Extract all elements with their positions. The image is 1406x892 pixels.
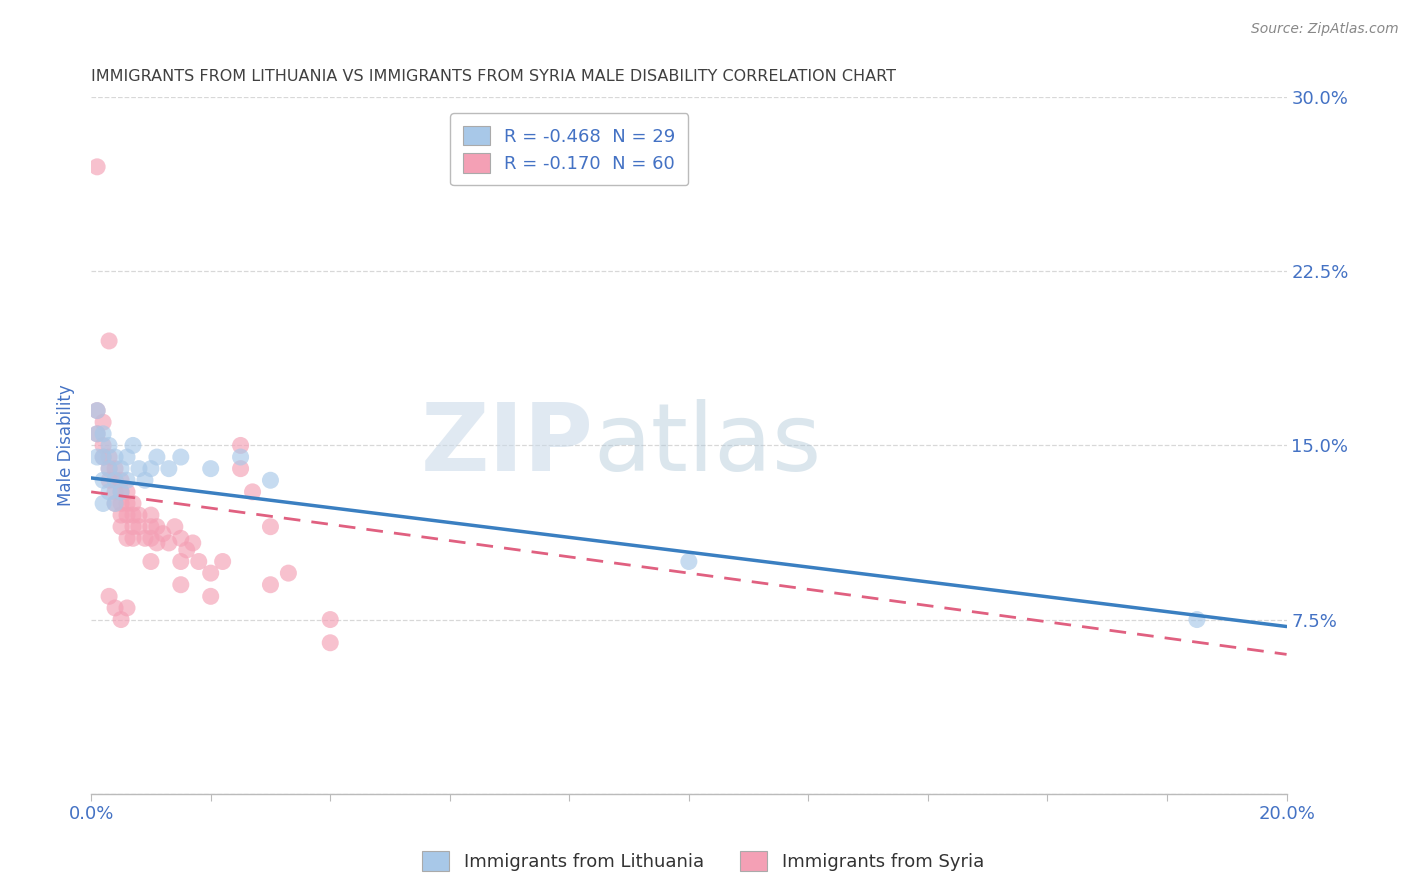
Point xyxy=(98,590,121,604)
Point xyxy=(229,461,252,475)
Point xyxy=(139,508,162,522)
Point xyxy=(110,484,132,499)
Point xyxy=(115,450,138,464)
Point xyxy=(200,566,222,581)
Point xyxy=(115,531,138,545)
Point xyxy=(229,450,252,464)
Point xyxy=(139,519,162,533)
Point xyxy=(91,473,114,487)
Point xyxy=(110,484,132,499)
Point xyxy=(104,601,127,615)
Point xyxy=(187,554,209,568)
Point xyxy=(259,578,281,592)
Point xyxy=(200,590,222,604)
Point xyxy=(86,160,108,174)
Point xyxy=(110,461,132,475)
Point xyxy=(98,450,121,464)
Point xyxy=(128,508,150,522)
Point xyxy=(104,496,127,510)
Text: IMMIGRANTS FROM LITHUANIA VS IMMIGRANTS FROM SYRIA MALE DISABILITY CORRELATION C: IMMIGRANTS FROM LITHUANIA VS IMMIGRANTS … xyxy=(91,69,896,84)
Point xyxy=(146,519,169,533)
Legend: Immigrants from Lithuania, Immigrants from Syria: Immigrants from Lithuania, Immigrants fr… xyxy=(415,844,991,879)
Text: atlas: atlas xyxy=(593,400,821,491)
Legend: R = -0.468  N = 29, R = -0.170  N = 60: R = -0.468 N = 29, R = -0.170 N = 60 xyxy=(450,113,689,186)
Point xyxy=(170,554,193,568)
Point xyxy=(104,484,127,499)
Point xyxy=(146,450,169,464)
Point xyxy=(163,519,186,533)
Point xyxy=(115,508,138,522)
Point xyxy=(259,519,281,533)
Point xyxy=(86,450,108,464)
Point xyxy=(104,496,127,510)
Point xyxy=(91,438,114,452)
Point xyxy=(86,426,108,441)
Point xyxy=(122,531,145,545)
Point xyxy=(157,536,180,550)
Text: ZIP: ZIP xyxy=(420,400,593,491)
Point xyxy=(104,473,127,487)
Point xyxy=(181,536,204,550)
Point xyxy=(98,473,121,487)
Point xyxy=(139,531,162,545)
Point xyxy=(98,484,121,499)
Point xyxy=(678,554,700,568)
Point xyxy=(319,636,342,650)
Point xyxy=(122,438,145,452)
Point xyxy=(104,450,127,464)
Point xyxy=(134,473,156,487)
Text: Source: ZipAtlas.com: Source: ZipAtlas.com xyxy=(1251,22,1399,37)
Point xyxy=(86,403,108,417)
Point xyxy=(115,601,138,615)
Point xyxy=(86,403,108,417)
Point xyxy=(104,473,127,487)
Point xyxy=(115,473,138,487)
Point xyxy=(242,484,264,499)
Point xyxy=(115,496,138,510)
Point xyxy=(152,526,174,541)
Point xyxy=(277,566,299,581)
Point xyxy=(110,519,132,533)
Point xyxy=(122,519,145,533)
Point xyxy=(98,438,121,452)
Point xyxy=(122,508,145,522)
Point xyxy=(104,461,127,475)
Point xyxy=(110,473,132,487)
Point xyxy=(98,461,121,475)
Point xyxy=(229,438,252,452)
Point xyxy=(200,461,222,475)
Point xyxy=(98,334,121,348)
Point xyxy=(98,461,121,475)
Y-axis label: Male Disability: Male Disability xyxy=(58,384,75,507)
Point xyxy=(170,578,193,592)
Point xyxy=(211,554,233,568)
Point xyxy=(115,484,138,499)
Point xyxy=(319,613,342,627)
Point xyxy=(1185,613,1208,627)
Point xyxy=(110,496,132,510)
Point xyxy=(122,496,145,510)
Point xyxy=(259,473,281,487)
Point xyxy=(146,536,169,550)
Point xyxy=(128,519,150,533)
Point xyxy=(110,613,132,627)
Point xyxy=(139,461,162,475)
Point xyxy=(86,426,108,441)
Point xyxy=(157,461,180,475)
Point xyxy=(176,542,198,557)
Point xyxy=(170,531,193,545)
Point xyxy=(170,450,193,464)
Point xyxy=(91,450,114,464)
Point xyxy=(91,450,114,464)
Point xyxy=(91,426,114,441)
Point xyxy=(128,461,150,475)
Point xyxy=(110,508,132,522)
Point xyxy=(91,496,114,510)
Point xyxy=(91,415,114,429)
Point xyxy=(139,554,162,568)
Point xyxy=(134,531,156,545)
